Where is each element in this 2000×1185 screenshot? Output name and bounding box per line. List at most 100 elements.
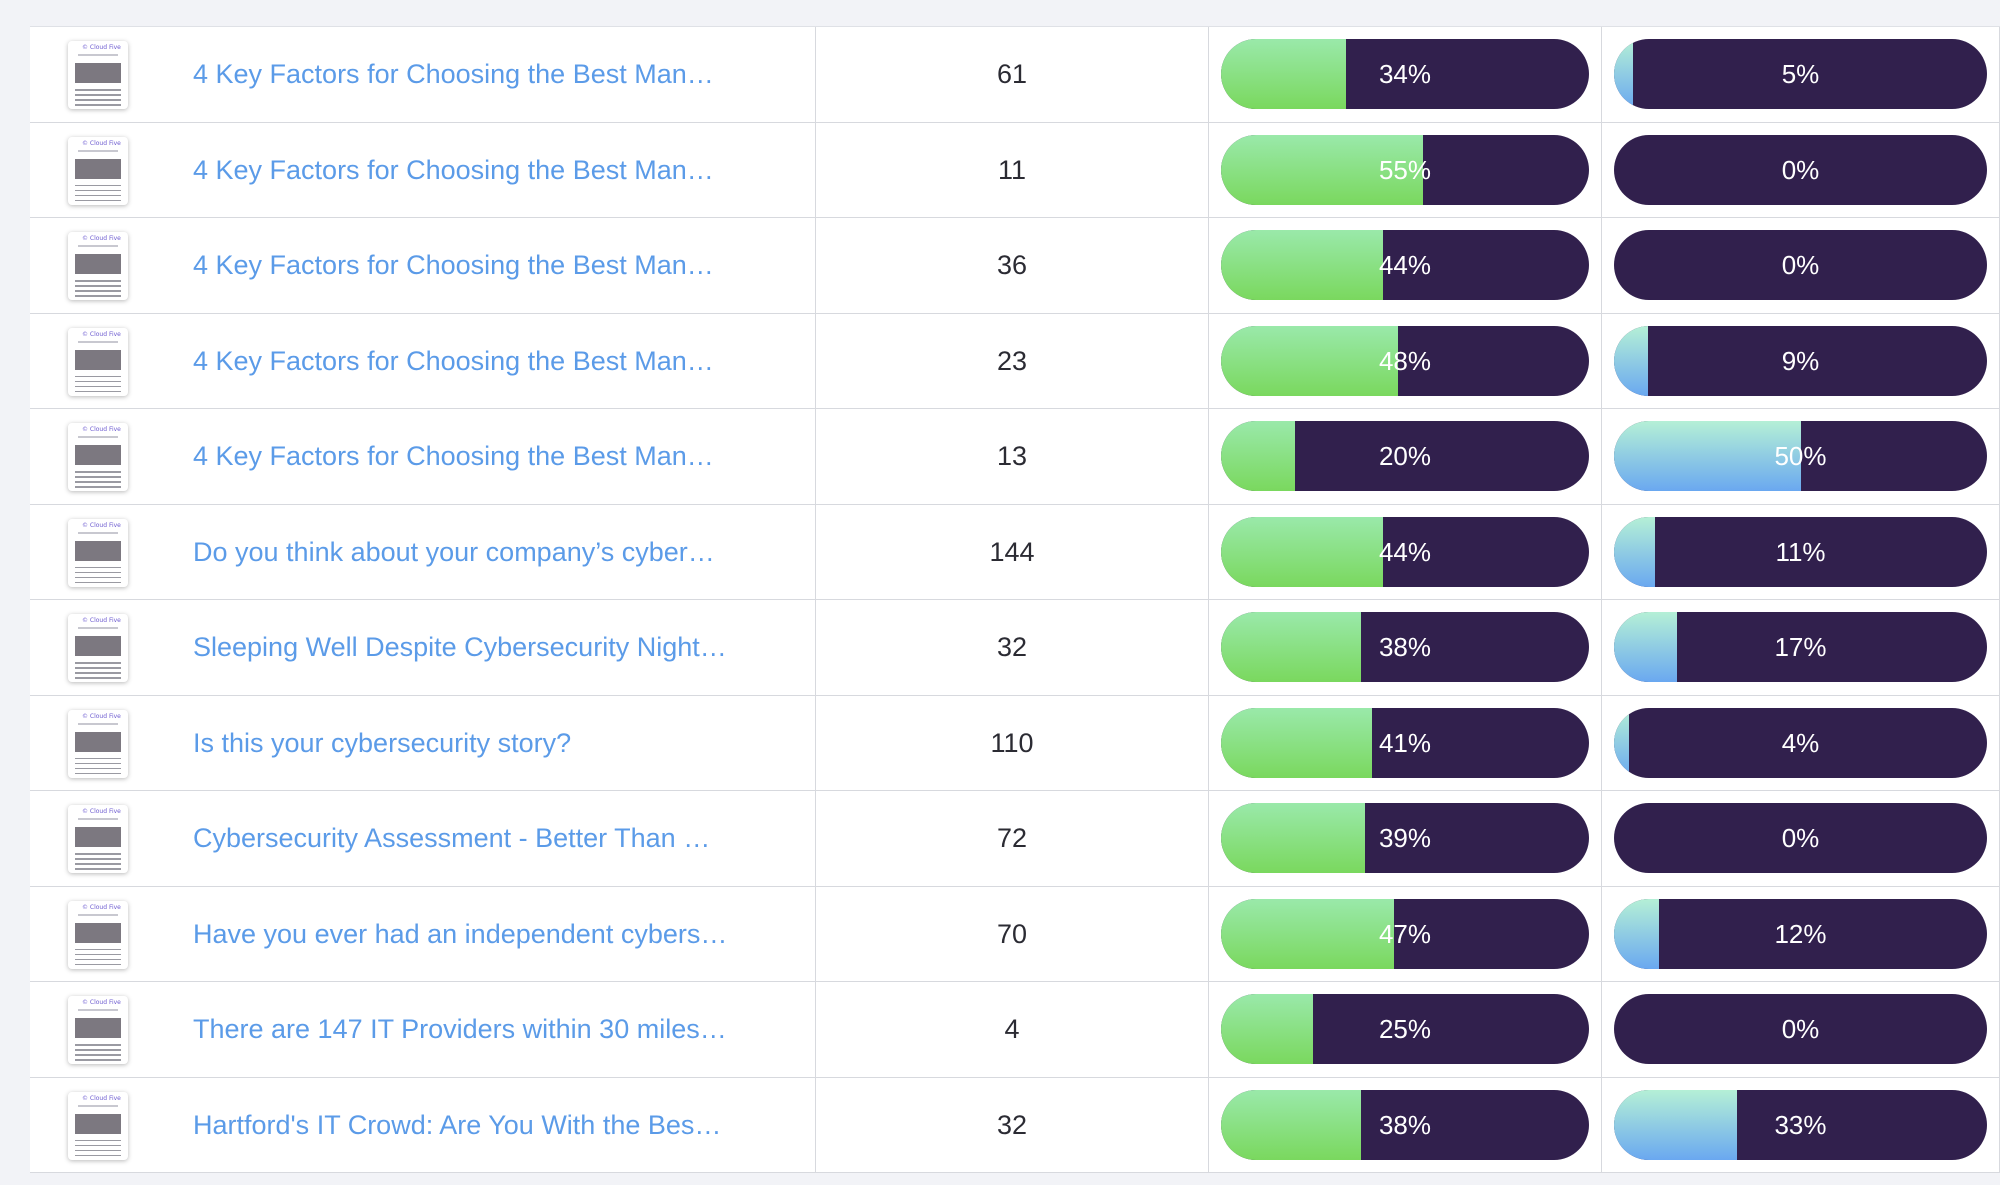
rate-bar-2-fill: [1614, 1089, 1738, 1160]
thumbnail-text-line: [75, 1059, 121, 1061]
rate-bar-1-label: 48%: [1378, 345, 1432, 376]
thumbnail-image: [75, 636, 121, 656]
thumbnail-text-line: [75, 481, 121, 483]
email-thumbnail[interactable]: © Cloud Five: [68, 41, 128, 109]
thumbnail-caption: [78, 722, 118, 725]
email-thumbnail[interactable]: © Cloud Five: [68, 614, 128, 682]
thumbnail-text-line: [75, 576, 121, 578]
email-title-link[interactable]: Sleeping Well Despite Cybersecurity Nigh…: [193, 632, 727, 662]
count-value: 32: [996, 632, 1028, 662]
email-thumbnail[interactable]: © Cloud Five: [68, 996, 128, 1064]
email-title-link[interactable]: There are 147 IT Providers within 30 mil…: [193, 1014, 727, 1044]
table-row[interactable]: © Cloud Five 4 Key Factors for Choosing …: [30, 122, 2000, 218]
rate-bar-1: 47%: [1221, 898, 1589, 969]
title-cell: © Cloud Five Is this your cybersecurity …: [30, 695, 816, 790]
rate-bar-2-label: 33%: [1774, 1109, 1827, 1140]
rate-cell-2: 0%: [1602, 982, 2000, 1077]
email-thumbnail[interactable]: © Cloud Five: [68, 709, 128, 778]
thumbnail-caption: [78, 149, 118, 152]
table-row[interactable]: © Cloud Five Is this your cybersecurity …: [30, 695, 2000, 791]
rate-bar-2: 0%: [1614, 994, 1987, 1064]
count-cell: 144: [816, 504, 1209, 599]
rate-bar-2: 5%: [1614, 39, 1987, 109]
thumbnail-text-line: [75, 677, 121, 679]
table-row[interactable]: © Cloud Five 4 Key Factors for Choosing …: [30, 27, 2000, 123]
table-row[interactable]: © Cloud Five There are 147 IT Providers …: [30, 982, 2000, 1078]
table-row[interactable]: © Cloud Five Sleeping Well Despite Cyber…: [30, 600, 2000, 696]
rate-bar-1-fill: [1221, 230, 1383, 300]
email-thumbnail[interactable]: © Cloud Five: [68, 136, 128, 205]
table-row[interactable]: © Cloud Five Do you think about your com…: [30, 504, 2000, 600]
email-thumbnail[interactable]: © Cloud Five: [68, 518, 128, 587]
table-row[interactable]: © Cloud Five Hartford's IT Crowd: Are Yo…: [30, 1077, 2000, 1173]
email-title-link[interactable]: 4 Key Factors for Choosing the Best Man…: [193, 59, 714, 89]
table-row[interactable]: © Cloud Five Cybersecurity Assessment - …: [30, 791, 2000, 887]
rate-bar-1: 44%: [1221, 230, 1589, 300]
email-thumbnail[interactable]: © Cloud Five: [68, 1091, 128, 1160]
rate-bar-1-label: 20%: [1378, 441, 1432, 471]
rate-cell-1: 55%: [1209, 122, 1602, 217]
email-thumbnail[interactable]: © Cloud Five: [68, 327, 128, 396]
rate-cell-1: 38%: [1209, 600, 1602, 695]
email-thumbnail[interactable]: © Cloud Five: [68, 232, 128, 300]
table-row[interactable]: © Cloud Five 4 Key Factors for Choosing …: [30, 218, 2000, 314]
email-thumbnail[interactable]: © Cloud Five: [68, 423, 128, 491]
thumbnail-caption: [78, 340, 118, 343]
email-title-link[interactable]: 4 Key Factors for Choosing the Best Man…: [193, 154, 714, 185]
rate-bar-1-label: 44%: [1378, 250, 1432, 280]
table-row[interactable]: © Cloud Five 4 Key Factors for Choosing …: [30, 313, 2000, 409]
email-title-link[interactable]: Hartford's IT Crowd: Are You With the Be…: [193, 1109, 722, 1140]
rate-bar-2-label: 0%: [1781, 1014, 1820, 1044]
rate-bar-2-label: 0%: [1781, 823, 1820, 853]
table-row[interactable]: © Cloud Five Have you ever had an indepe…: [30, 886, 2000, 982]
thumbnail-text-line: [75, 1054, 121, 1056]
email-thumbnail[interactable]: © Cloud Five: [68, 805, 128, 873]
rate-bar-1-fill: [1221, 1089, 1361, 1160]
thumbnail-text-line: [75, 1044, 121, 1046]
thumbnail-logo: © Cloud Five: [82, 903, 121, 911]
table-row[interactable]: © Cloud Five 4 Key Factors for Choosing …: [30, 409, 2000, 505]
thumbnail-logo: © Cloud Five: [82, 330, 121, 338]
thumbnail-logo: © Cloud Five: [82, 44, 121, 51]
thumbnail-image: [75, 922, 121, 943]
title-cell: © Cloud Five 4 Key Factors for Choosing …: [30, 218, 816, 313]
rate-cell-1: 20%: [1209, 409, 1602, 504]
count-value: 72: [996, 823, 1028, 853]
thumbnail-text-line: [75, 89, 121, 91]
rate-bar-1-fill: [1221, 707, 1372, 778]
count-cell: 36: [816, 218, 1209, 313]
rate-bar-1-fill: [1221, 516, 1383, 587]
email-title-link[interactable]: 4 Key Factors for Choosing the Best Man…: [193, 441, 714, 471]
email-thumbnail[interactable]: © Cloud Five: [68, 900, 128, 969]
count-cell: 110: [816, 695, 1209, 790]
email-title-link[interactable]: Cybersecurity Assessment - Better Than …: [193, 823, 711, 853]
rate-bar-1-fill: [1221, 134, 1424, 205]
thumbnail-text-line: [75, 953, 121, 955]
thumbnail-logo: © Cloud Five: [82, 1094, 121, 1102]
rate-bar-1-label: 41%: [1378, 727, 1432, 758]
email-title-link[interactable]: 4 Key Factors for Choosing the Best Man…: [193, 250, 714, 280]
thumbnail-text-line: [75, 280, 121, 282]
thumbnail-text-line: [75, 385, 121, 387]
rate-bar-2: 17%: [1614, 612, 1987, 682]
thumbnail-text-line: [75, 104, 121, 106]
campaign-stats-table: © Cloud Five 4 Key Factors for Choosing …: [30, 26, 2000, 1173]
email-title-link[interactable]: 4 Key Factors for Choosing the Best Man…: [193, 345, 714, 376]
rate-bar-2: 33%: [1614, 1089, 1987, 1160]
count-cell: 32: [816, 600, 1209, 695]
rate-bar-2: 11%: [1614, 516, 1987, 587]
rate-cell-2: 9%: [1602, 313, 2000, 408]
thumbnail-text-line: [75, 1149, 121, 1151]
rate-bar-2: 9%: [1614, 325, 1987, 396]
rate-bar-1-label: 39%: [1378, 823, 1432, 853]
rate-bar-1-fill: [1221, 612, 1361, 682]
email-title-link[interactable]: Do you think about your company’s cyber…: [193, 536, 715, 567]
rate-cell-2: 5%: [1602, 27, 2000, 122]
email-title-link[interactable]: Have you ever had an independent cybers…: [193, 918, 728, 949]
count-value: 144: [989, 536, 1035, 567]
rate-cell-2: 33%: [1602, 1077, 2000, 1172]
thumbnail-image: [75, 254, 121, 274]
thumbnail-text-line: [75, 1139, 121, 1141]
thumbnail-image: [75, 731, 121, 752]
email-title-link[interactable]: Is this your cybersecurity story?: [193, 727, 572, 758]
